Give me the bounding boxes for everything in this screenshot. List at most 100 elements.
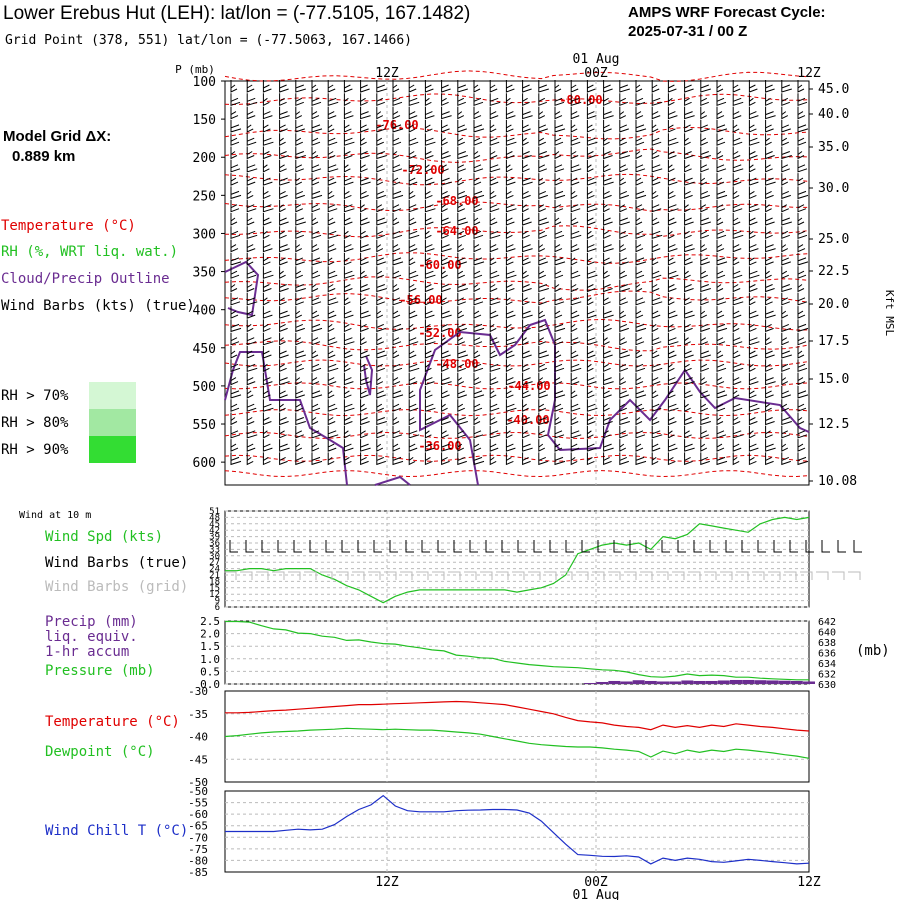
top-time-label: 12Z <box>797 66 821 81</box>
wind-barb <box>700 452 710 466</box>
wind-barb <box>570 239 580 253</box>
wind-barb <box>781 372 789 386</box>
wind-barb <box>635 332 645 346</box>
wind-barb <box>262 319 271 333</box>
wind-barb <box>441 106 452 120</box>
wind-barb <box>781 199 789 213</box>
wind-barb <box>700 266 708 279</box>
wind-barb <box>720 571 733 580</box>
wind-barb <box>684 119 693 133</box>
wind-barb <box>700 119 710 133</box>
windchill-tick-label: -50 <box>188 785 208 798</box>
wind-barb <box>765 213 775 226</box>
wind-barb <box>684 332 691 346</box>
wind-barb <box>748 372 759 386</box>
legend-rh70: RH > 70% <box>1 388 69 404</box>
wind-barb <box>441 399 448 413</box>
wind-barb <box>608 571 621 580</box>
wind-barb <box>781 266 789 279</box>
wind-barb <box>376 399 384 412</box>
wind-barb <box>489 199 500 213</box>
wind-barb <box>732 199 743 213</box>
wind-barb <box>424 93 432 107</box>
isotherm-label: -36.00 <box>418 439 461 453</box>
wind-barb <box>262 226 270 240</box>
wind-barb <box>246 173 256 186</box>
wind-barb <box>457 279 468 293</box>
wind-barb <box>392 106 401 120</box>
precip-bar <box>766 680 779 684</box>
wind-barb <box>389 540 398 553</box>
wind-barb <box>343 133 355 146</box>
wind-barb <box>619 226 628 240</box>
wind-barb <box>554 372 563 386</box>
pressure-tick-label: 630 <box>818 680 836 691</box>
wind-barb <box>603 146 613 160</box>
wind-barb <box>716 106 725 120</box>
wind-barb <box>489 106 499 120</box>
wind-barb <box>603 332 610 346</box>
wind-barb <box>376 412 387 426</box>
wind-barb <box>781 252 791 266</box>
precip-bar <box>742 679 755 684</box>
wind-barb <box>295 439 303 452</box>
wind-barb <box>538 385 548 399</box>
wind-barb <box>246 292 258 306</box>
wind-barb <box>473 385 485 399</box>
wind-barb <box>246 306 256 319</box>
wind-barb <box>230 346 238 359</box>
wind-barb <box>651 452 659 466</box>
wind-barb <box>667 239 678 253</box>
wind-barb <box>246 226 258 239</box>
wind-barb <box>570 359 582 372</box>
wind-barb <box>603 252 612 266</box>
precip-bar <box>584 682 596 684</box>
wind-barb <box>343 226 351 240</box>
wind-barb <box>327 106 337 120</box>
wind-barb <box>765 133 772 147</box>
wind-barb <box>489 239 499 253</box>
wind-barb <box>408 146 417 160</box>
wind-barb <box>311 359 322 372</box>
legend-wind-speed: Wind Spd (kts) <box>45 529 164 545</box>
wind-barb <box>667 346 677 359</box>
precip-frame <box>224 620 810 685</box>
wind-barb <box>700 252 710 266</box>
wind-barb <box>376 226 385 240</box>
wind-barb <box>408 173 418 186</box>
bottom-time-label: 00Z <box>584 875 608 890</box>
wind-barb <box>651 252 659 266</box>
wind-barb <box>473 146 481 160</box>
wind-barb <box>327 133 338 146</box>
wind-barb <box>570 292 582 306</box>
height-tick-label: 25.0 <box>818 232 849 247</box>
wind-barb <box>295 306 303 319</box>
wind-barb <box>716 80 724 93</box>
wind-barb <box>781 106 789 120</box>
wind-barb <box>635 266 645 279</box>
wind-barb <box>522 319 531 333</box>
wind-barb <box>603 319 612 333</box>
wind-barb <box>700 133 708 146</box>
wind-barb <box>392 266 402 279</box>
wind10m-frame <box>224 510 810 608</box>
wind-barb <box>457 372 465 386</box>
wind-barb <box>748 226 756 240</box>
wind-barb <box>311 239 320 253</box>
wind-barb <box>505 252 514 266</box>
wind-barb <box>262 332 274 346</box>
wind-barb <box>522 292 530 306</box>
wind-barb <box>424 252 433 266</box>
precip-bar <box>632 680 645 684</box>
wind-barb <box>424 292 432 306</box>
wind-barb <box>311 425 322 439</box>
wind-barb <box>376 186 386 200</box>
wind-barb <box>441 385 450 399</box>
height-tick-label: 22.5 <box>818 264 849 279</box>
wind10m-tick-label: 6 <box>215 603 220 613</box>
wind-barb <box>501 540 510 553</box>
wind-barb <box>603 292 611 306</box>
wind-barb <box>424 332 436 346</box>
wind-barb <box>651 199 662 213</box>
pressure-tick-label: 600 <box>193 456 216 471</box>
